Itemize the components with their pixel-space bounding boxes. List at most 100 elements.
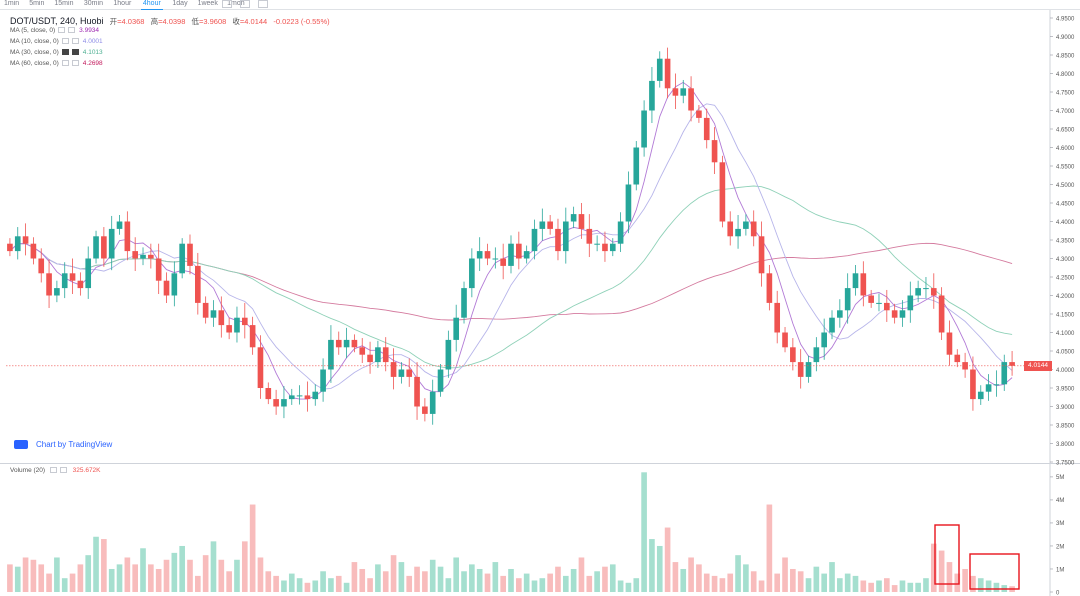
close-icon[interactable] (71, 60, 79, 67)
volume-bar (750, 571, 757, 592)
price-tick-label: 4.4500 (1056, 201, 1075, 207)
timeframe-1hour[interactable]: 1hour (113, 0, 132, 7)
price-tick-label: 4.2000 (1056, 294, 1075, 300)
volume-bar (179, 545, 185, 592)
volume-bar (774, 573, 781, 592)
settings-icon[interactable] (58, 27, 66, 34)
candle-body (672, 88, 679, 96)
price-tick-label: 4.1000 (1056, 331, 1075, 337)
volume-bar (719, 578, 726, 592)
volume-bar (445, 578, 452, 592)
candle-body (938, 295, 945, 333)
candle-body (422, 406, 428, 414)
candle-body (993, 384, 1000, 386)
indicator-button[interactable] (258, 0, 268, 8)
volume-bar (226, 571, 232, 592)
settings-icon[interactable] (61, 60, 69, 67)
candle-body (85, 258, 92, 289)
settings-button[interactable] (222, 0, 232, 8)
timeframe-1day[interactable]: 1day (172, 0, 188, 7)
close-icon[interactable] (59, 467, 67, 474)
candle-body (531, 228, 538, 252)
volume-bar (562, 575, 569, 592)
chart-canvas[interactable]: 4.9500 4.9000 4.8500 4.8000 4.7500 4.7000 4.65… (0, 10, 1080, 596)
volume-bar (758, 580, 765, 592)
price-tick-label: 4.2500 (1056, 275, 1075, 281)
volume-bar (735, 555, 741, 592)
candle-body (743, 221, 749, 229)
volume-bar (249, 504, 256, 592)
candle-body (883, 302, 890, 311)
candle-body (461, 288, 467, 318)
timeframe-5min[interactable]: 5min (29, 0, 45, 7)
volume-bar (993, 582, 1000, 592)
volume-bar (891, 585, 898, 592)
timeframe-1week[interactable]: 1week (197, 0, 218, 7)
volume-bar (829, 562, 835, 592)
volume-bar (288, 573, 295, 592)
price-tick-label: 4.5500 (1056, 164, 1075, 170)
candle-body (61, 273, 68, 289)
low-value: =3.9608 (198, 17, 227, 26)
candle-body (625, 184, 632, 222)
candle-body (1009, 362, 1015, 366)
volume-bar (453, 557, 460, 592)
candle-body (562, 221, 569, 252)
close-icon[interactable] (68, 27, 76, 34)
volume-bar (343, 582, 350, 592)
candle-body (570, 214, 577, 222)
price-tick-label: 4.8000 (1056, 72, 1075, 78)
volume-tick-label: 0 (1056, 590, 1060, 596)
candle-body (790, 347, 796, 363)
volume-bar (492, 562, 499, 592)
volume-bar (148, 564, 154, 592)
candle-body (750, 221, 757, 237)
timeframe-1min[interactable]: 1min (4, 0, 20, 7)
candle-body (46, 273, 52, 296)
price-tick-label: 3.9000 (1056, 405, 1075, 411)
candle-body (124, 221, 131, 252)
timeframe-30min[interactable]: 30min (83, 0, 103, 7)
volume-bar (30, 559, 37, 592)
candle-body (578, 214, 585, 229)
volume-bar (273, 575, 279, 592)
volume-bar (312, 580, 319, 592)
volume-bar (844, 573, 851, 592)
candle-body (484, 251, 491, 259)
volume-label: Volume (20) (10, 467, 46, 474)
ma-value: 4.1013 (82, 49, 103, 56)
tradingview-branding[interactable]: Chart by TradingView (14, 440, 112, 450)
candle-body (696, 110, 702, 118)
candle-body (476, 251, 483, 259)
timeframe-1mon[interactable]: 1mon (227, 0, 245, 7)
settings-icon[interactable] (49, 467, 57, 474)
volume-bar (171, 552, 178, 592)
timeframe-15min[interactable]: 15min (54, 0, 74, 7)
candle-body (265, 388, 272, 400)
compare-button[interactable] (240, 0, 250, 8)
candle-body (516, 243, 522, 259)
volume-bar (14, 566, 21, 592)
volume-bar (382, 571, 389, 592)
candle-body (288, 395, 295, 400)
close-icon[interactable] (71, 49, 79, 56)
volume-bar (429, 559, 436, 592)
candle-body (296, 395, 303, 397)
close-icon[interactable] (71, 38, 79, 45)
candle-body (132, 251, 139, 259)
volume-bar (69, 573, 76, 592)
candle-body (555, 228, 561, 252)
candle-body (899, 310, 906, 318)
symbol-legend: DOT/USDT, 240, Huobi 开=4.0368 高=4.0398 低… (10, 16, 330, 27)
price-tick-label: 4.3500 (1056, 238, 1075, 244)
candle-body (500, 258, 506, 266)
settings-icon[interactable] (61, 38, 69, 45)
volume-bar (414, 566, 420, 592)
volume-bar (883, 578, 890, 592)
timeframe-4hour[interactable]: 4hour (140, 0, 163, 10)
candle-body (14, 236, 21, 252)
settings-icon[interactable] (61, 49, 69, 56)
candle-body (923, 288, 929, 290)
price-tick-label: 4.5000 (1056, 183, 1075, 189)
candle-body (633, 147, 640, 185)
